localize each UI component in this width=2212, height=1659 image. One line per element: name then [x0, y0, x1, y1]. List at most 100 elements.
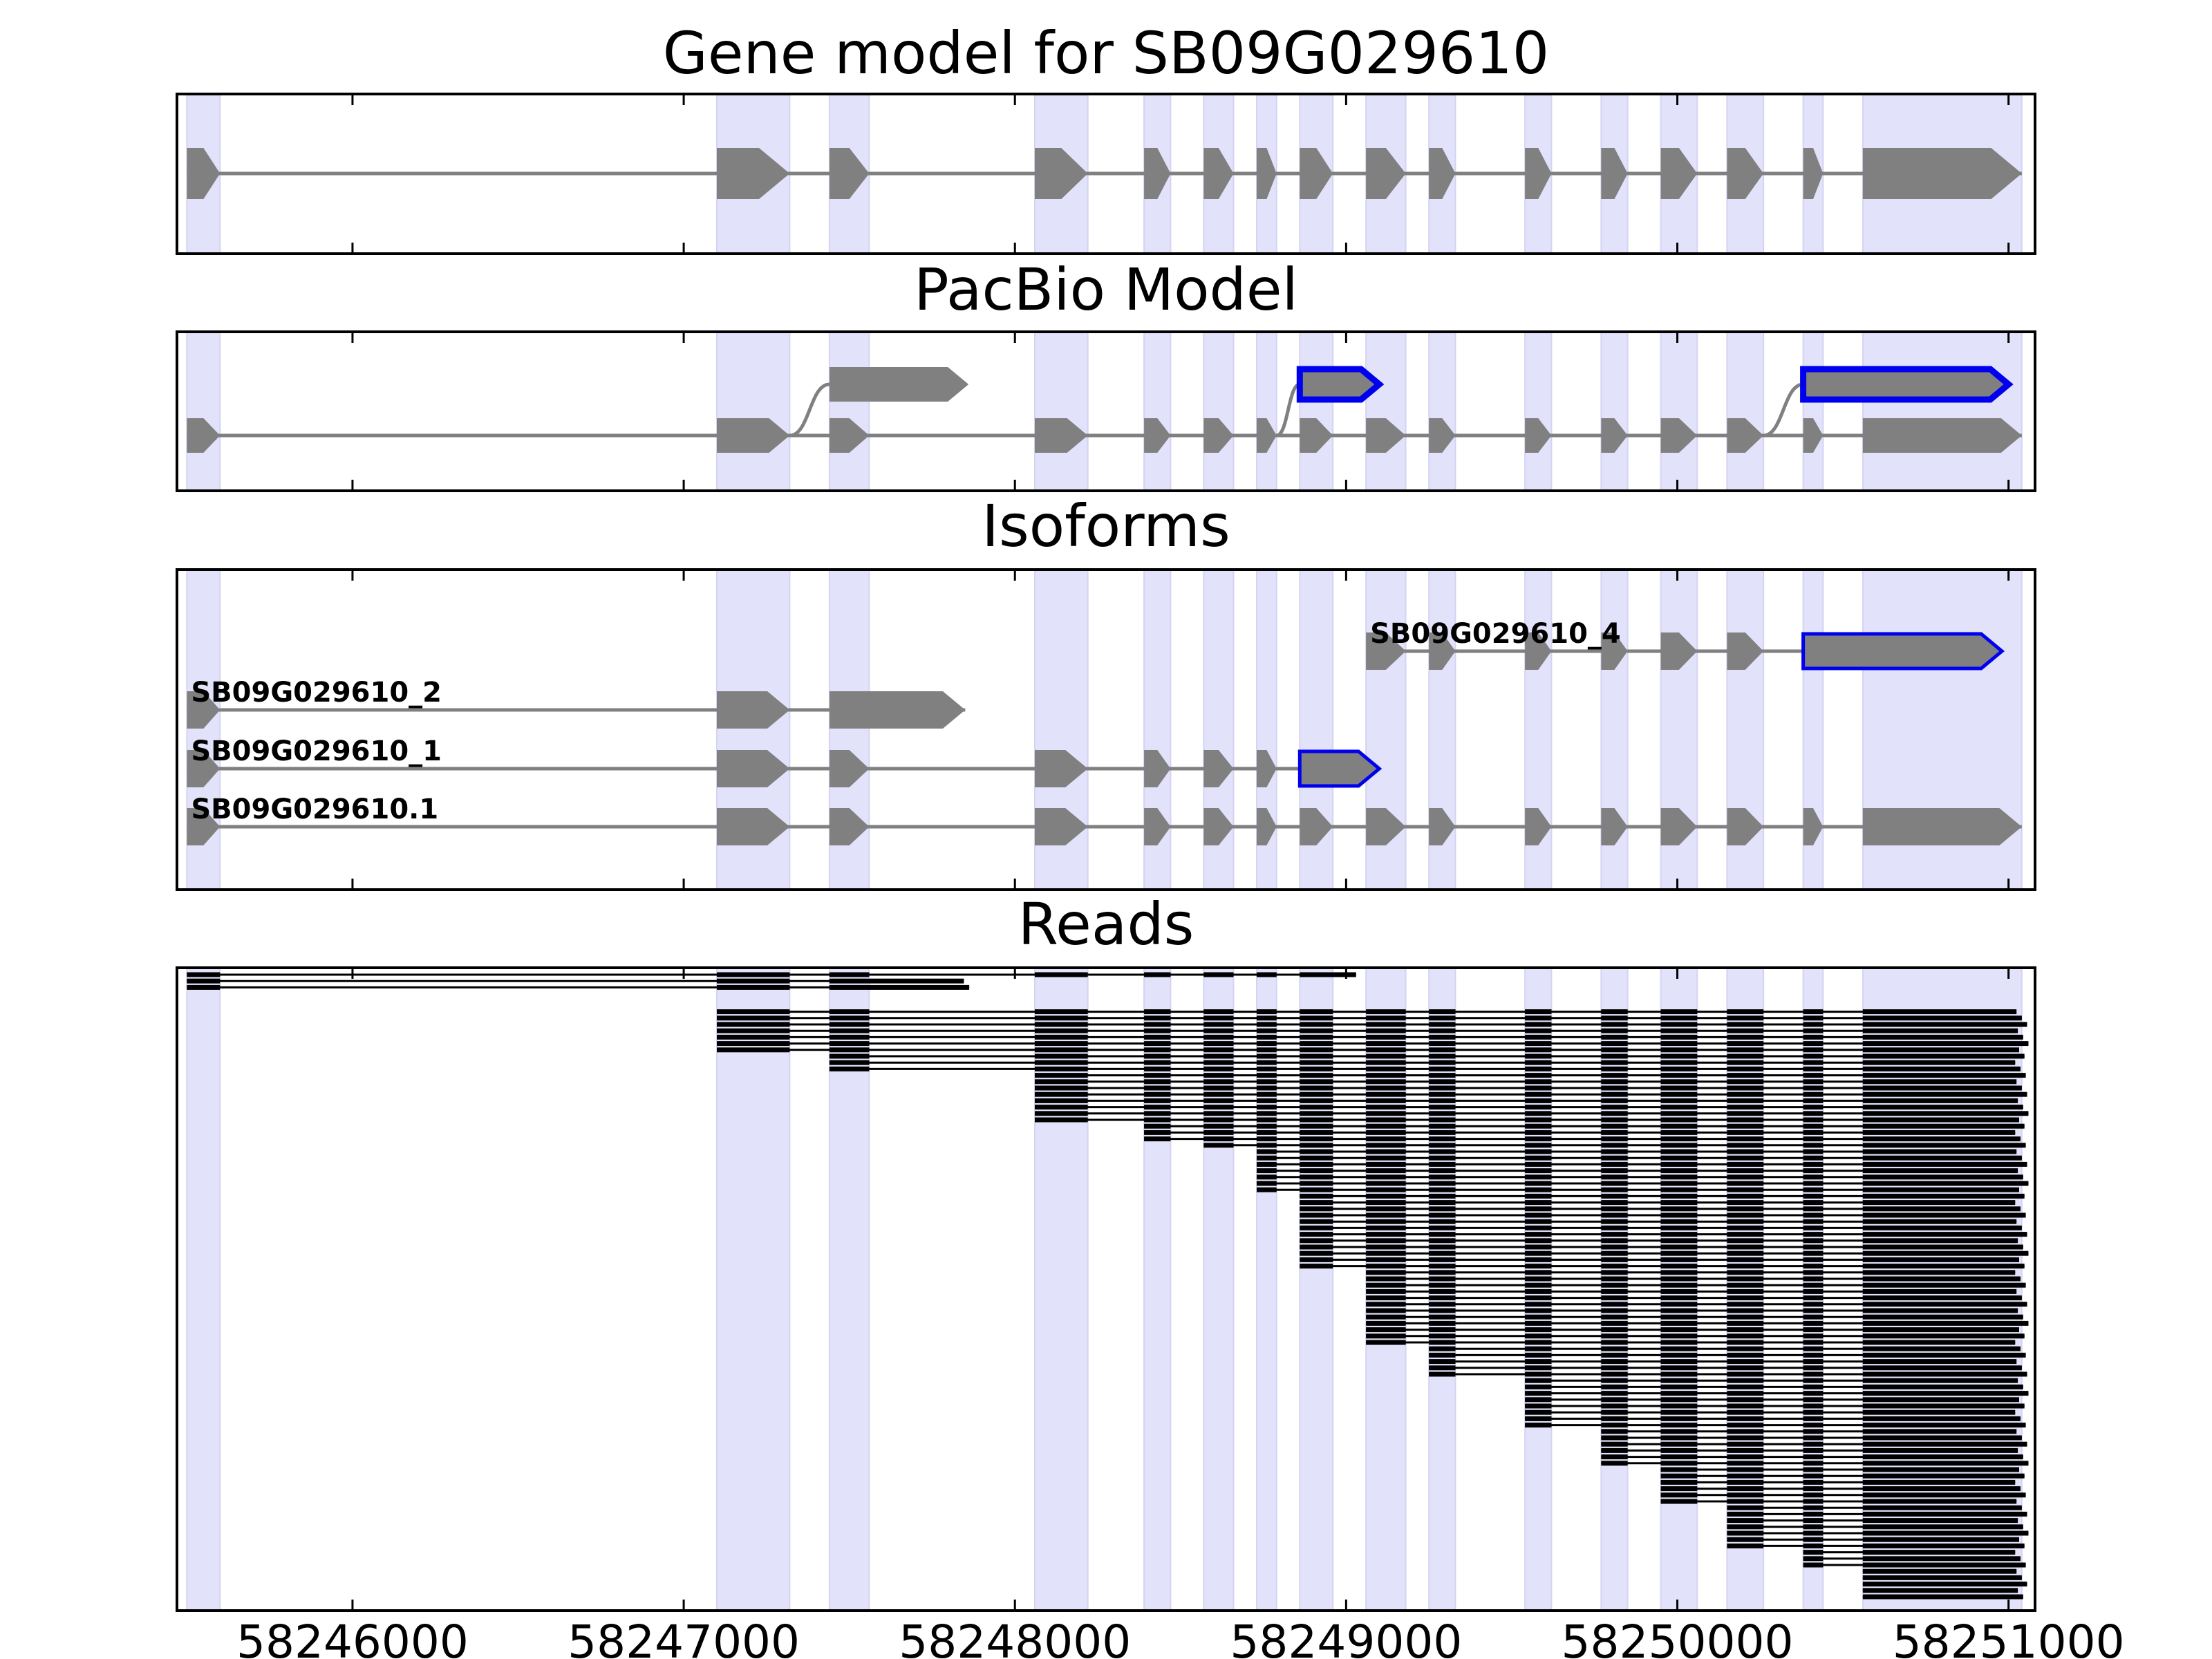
read-exon — [1862, 1346, 2021, 1351]
read-exon — [1803, 1447, 1824, 1453]
read-exon — [1727, 1264, 1764, 1269]
exon-shade-band — [1600, 331, 1629, 491]
read-exon — [1727, 1276, 1764, 1282]
read-exon — [1366, 1155, 1406, 1161]
read-exon — [1300, 1136, 1333, 1142]
read-exon — [1366, 1123, 1406, 1129]
read-exon — [1257, 1149, 1277, 1154]
read-exon — [1660, 1073, 1698, 1078]
read-exon — [1144, 1028, 1171, 1033]
read-exon — [1660, 1022, 1698, 1027]
read-exon — [1862, 1556, 2021, 1562]
read-exon — [1862, 1193, 2025, 1199]
read-exon — [1601, 1288, 1628, 1294]
read-exon — [1429, 1244, 1456, 1250]
read-exon — [1803, 1276, 1824, 1282]
isoforms-title: Isoforms — [982, 492, 1230, 560]
read-exon — [1803, 1168, 1824, 1174]
read-exon — [1300, 1130, 1333, 1135]
read-exon — [1727, 1518, 1764, 1524]
read-exon — [1366, 1327, 1406, 1333]
read-exon — [1601, 1187, 1628, 1192]
read-exon — [1727, 1467, 1764, 1472]
alternative-exon — [829, 367, 969, 402]
read-exon — [1144, 1034, 1171, 1040]
read-exon — [1429, 1314, 1456, 1320]
read-exon — [1525, 1314, 1552, 1320]
read-exon — [1300, 1174, 1333, 1180]
read-exon — [1803, 1105, 1824, 1110]
read-exon — [1525, 1219, 1552, 1224]
read-exon — [1601, 1098, 1628, 1103]
read-exon — [1727, 1060, 1764, 1065]
read-exon — [1525, 1143, 1552, 1148]
read-exon — [1727, 1041, 1764, 1047]
read-exon — [1300, 1238, 1333, 1244]
exon-block — [187, 808, 221, 845]
read-exon — [1803, 1225, 1824, 1230]
read-exon — [1660, 1403, 1698, 1409]
read-exon — [1525, 1009, 1552, 1015]
read-exon — [1803, 1155, 1824, 1161]
read-exon — [1429, 1143, 1456, 1148]
read-exon — [1862, 1371, 2027, 1377]
read-exon — [1660, 1015, 1698, 1021]
exon-shade-band — [1365, 331, 1407, 491]
read-exon — [1601, 1416, 1628, 1421]
read-exon — [1862, 1582, 2027, 1587]
read-exon — [1660, 1320, 1698, 1326]
read-exon — [1525, 1423, 1552, 1428]
exon-block — [717, 750, 790, 787]
gene-model-panel: Gene model for SB09G029610 — [176, 19, 2036, 255]
read-exon — [1803, 1479, 1824, 1485]
read-exon — [1803, 1187, 1824, 1192]
read-exon — [1862, 1467, 2020, 1472]
exon-block — [1257, 418, 1277, 453]
exon-block — [829, 691, 966, 729]
read-exon — [187, 984, 221, 990]
read-exon — [1366, 1295, 1406, 1301]
read-exon — [1257, 1187, 1277, 1192]
read-exon — [829, 972, 870, 977]
pacbio-model-tracks — [187, 366, 2022, 453]
read-exon — [1300, 1244, 1333, 1250]
read-exon — [1034, 1066, 1088, 1071]
isoform-label: SB09G029610.1 — [191, 794, 438, 825]
read-exon — [1366, 1073, 1406, 1078]
read-exon — [1727, 1066, 1764, 1071]
exon-block — [1601, 808, 1628, 845]
read-exon — [1257, 1130, 1277, 1135]
read-exon — [1660, 1447, 1698, 1453]
read-exon — [1727, 1143, 1764, 1148]
read-exon — [1660, 1238, 1698, 1244]
read-exon — [1144, 1079, 1171, 1085]
read-exon — [1803, 1015, 1824, 1021]
exon-block — [1601, 148, 1628, 199]
read-exon — [1525, 1123, 1552, 1129]
read-exon — [1727, 1053, 1764, 1059]
read-exon — [1144, 1022, 1171, 1027]
read-exon — [1862, 1257, 2020, 1262]
read-exon — [1862, 1060, 2016, 1065]
read-exon — [1803, 1244, 1824, 1250]
pacbio-model-frame — [176, 330, 2036, 492]
read-exon — [1300, 1264, 1333, 1269]
read-exon — [1660, 1435, 1698, 1441]
exon-block — [1803, 418, 1824, 453]
read-exon — [1366, 1015, 1406, 1021]
read-exon — [1727, 1225, 1764, 1230]
read-exon — [1257, 1117, 1277, 1123]
isoform-label: SB09G029610_2 — [191, 677, 442, 709]
read-exon — [1601, 1130, 1628, 1135]
read-exon — [1525, 1155, 1552, 1161]
read-exon — [1601, 1346, 1628, 1351]
exon-block — [1144, 148, 1171, 199]
exon-block — [1034, 808, 1088, 845]
isoform-label: SB09G029610_4 — [1370, 618, 1621, 650]
read-exon — [1727, 1384, 1764, 1389]
exon-block — [1660, 632, 1698, 670]
read-exon — [1525, 1206, 1552, 1212]
read-exon — [1144, 1053, 1171, 1059]
read-exon — [1300, 1232, 1333, 1237]
read-exon — [1300, 1079, 1333, 1085]
